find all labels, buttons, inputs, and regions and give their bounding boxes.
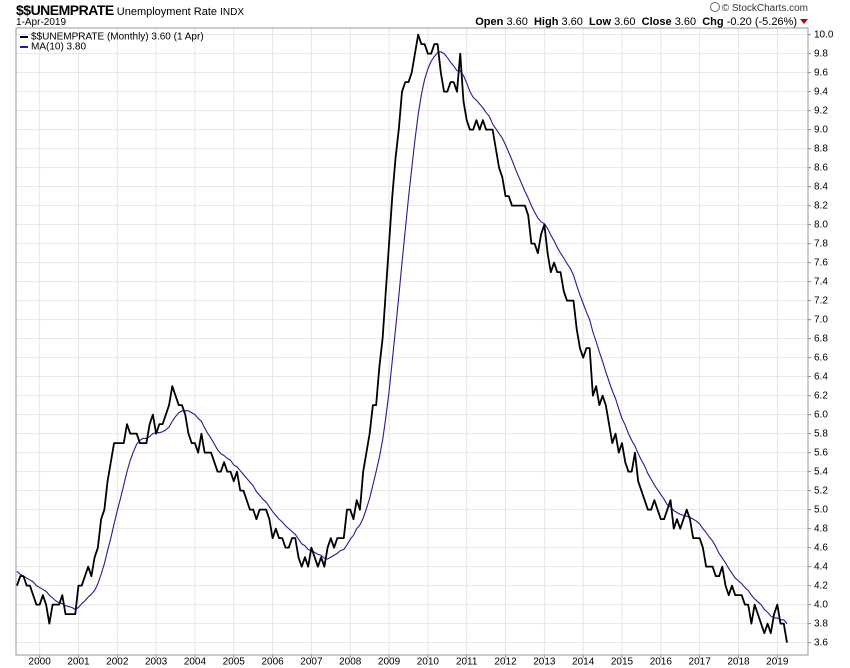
y-tick-label: 7.0 xyxy=(814,314,828,325)
exchange: INDX xyxy=(220,7,245,18)
x-tick-label: 2014 xyxy=(572,657,595,668)
quote-value: 3.60 xyxy=(614,16,636,28)
subtitle: Unemployment Rate xyxy=(116,6,218,18)
x-tick-label: 2008 xyxy=(339,657,362,668)
quote-label: Open xyxy=(475,16,504,28)
legend-label: MA(10) 3.80 xyxy=(31,42,86,53)
y-tick-label: 7.4 xyxy=(814,276,828,287)
legend-label: $$UNEMPRATE (Monthly) 3.60 (1 Apr) xyxy=(31,32,204,43)
quote-value: -0.20 (-5.26%) xyxy=(726,16,797,28)
y-tick-label: 10.0 xyxy=(814,29,834,40)
y-tick-label: 7.6 xyxy=(814,257,828,268)
quote-value: 3.60 xyxy=(674,16,697,28)
y-tick-label: 9.4 xyxy=(814,86,828,97)
y-tick-label: 9.0 xyxy=(814,124,828,135)
x-tick-label: 2006 xyxy=(261,657,284,668)
y-tick-label: 7.8 xyxy=(814,238,828,249)
x-tick-label: 2004 xyxy=(184,657,207,668)
y-tick-label: 4.6 xyxy=(814,542,828,553)
x-tick-label: 2002 xyxy=(106,657,129,668)
y-tick-label: 4.4 xyxy=(814,561,828,572)
y-tick-label: 6.2 xyxy=(814,390,828,401)
x-tick-label: 2003 xyxy=(145,657,168,668)
series-line xyxy=(16,51,788,625)
x-tick-label: 2001 xyxy=(67,657,90,668)
quote-value: 3.60 xyxy=(561,16,583,28)
title-row: $$UNEMPRATE Unemployment Rate INDX xyxy=(16,2,244,18)
y-tick-label: 5.4 xyxy=(814,466,828,477)
quote-value: 3.60 xyxy=(506,16,528,28)
date: 1-Apr-2019 xyxy=(16,17,67,28)
y-tick-label: 9.8 xyxy=(814,48,828,59)
x-tick-label: 2009 xyxy=(378,657,401,668)
x-tick-label: 2012 xyxy=(494,657,517,668)
quote-label: Close xyxy=(641,16,672,28)
y-tick-label: 8.6 xyxy=(814,162,828,173)
y-tick-label: 3.6 xyxy=(814,637,828,648)
quote-row: Open 3.60 High 3.60 Low 3.60 Close 3.60 … xyxy=(475,16,808,28)
x-tick-label: 2015 xyxy=(611,657,634,668)
y-tick-label: 4.2 xyxy=(814,580,828,591)
x-tick-label: 2019 xyxy=(766,657,789,668)
y-tick-label: 6.8 xyxy=(814,333,828,344)
x-tick-label: 2017 xyxy=(689,657,712,668)
quote-label: High xyxy=(533,16,559,28)
y-tick-label: 4.0 xyxy=(814,599,828,610)
x-tick-label: 2007 xyxy=(300,657,323,668)
y-tick-label: 9.6 xyxy=(814,67,828,78)
y-tick-label: 5.6 xyxy=(814,447,828,458)
copyright-row: © StockCharts.com xyxy=(709,2,808,14)
y-tick-label: 4.8 xyxy=(814,523,828,534)
y-tick-label: 8.2 xyxy=(814,200,828,211)
y-tick-label: 8.4 xyxy=(814,181,828,192)
x-tick-label: 2000 xyxy=(29,657,52,668)
y-tick-label: 7.2 xyxy=(814,295,828,306)
down-arrow xyxy=(800,19,808,24)
x-tick-label: 2011 xyxy=(456,657,478,668)
logo xyxy=(709,2,720,12)
series-line xyxy=(16,33,788,643)
y-tick-label: 5.8 xyxy=(814,428,828,439)
copyright: © StockCharts.com xyxy=(721,3,808,14)
y-tick-label: 6.4 xyxy=(814,371,828,382)
y-tick-label: 8.8 xyxy=(814,143,828,154)
y-tick-label: 6.0 xyxy=(814,409,828,420)
quote-label: Low xyxy=(589,16,612,28)
y-tick-label: 3.8 xyxy=(814,618,828,629)
y-tick-label: 8.0 xyxy=(814,219,828,230)
x-tick-label: 2005 xyxy=(223,657,246,668)
y-tick-label: 5.2 xyxy=(814,485,828,496)
quote-label: Chg xyxy=(702,16,724,28)
y-tick-label: 5.0 xyxy=(814,504,828,515)
y-tick-label: 9.2 xyxy=(814,105,828,116)
x-tick-label: 2018 xyxy=(727,657,750,668)
x-tick-label: 2016 xyxy=(650,657,673,668)
y-tick-label: 6.6 xyxy=(814,352,828,363)
x-tick-label: 2013 xyxy=(533,657,556,668)
plot-frame xyxy=(15,27,809,656)
x-tick-label: 2010 xyxy=(417,657,440,668)
chart-title: $$UNEMPRATE xyxy=(16,2,114,18)
